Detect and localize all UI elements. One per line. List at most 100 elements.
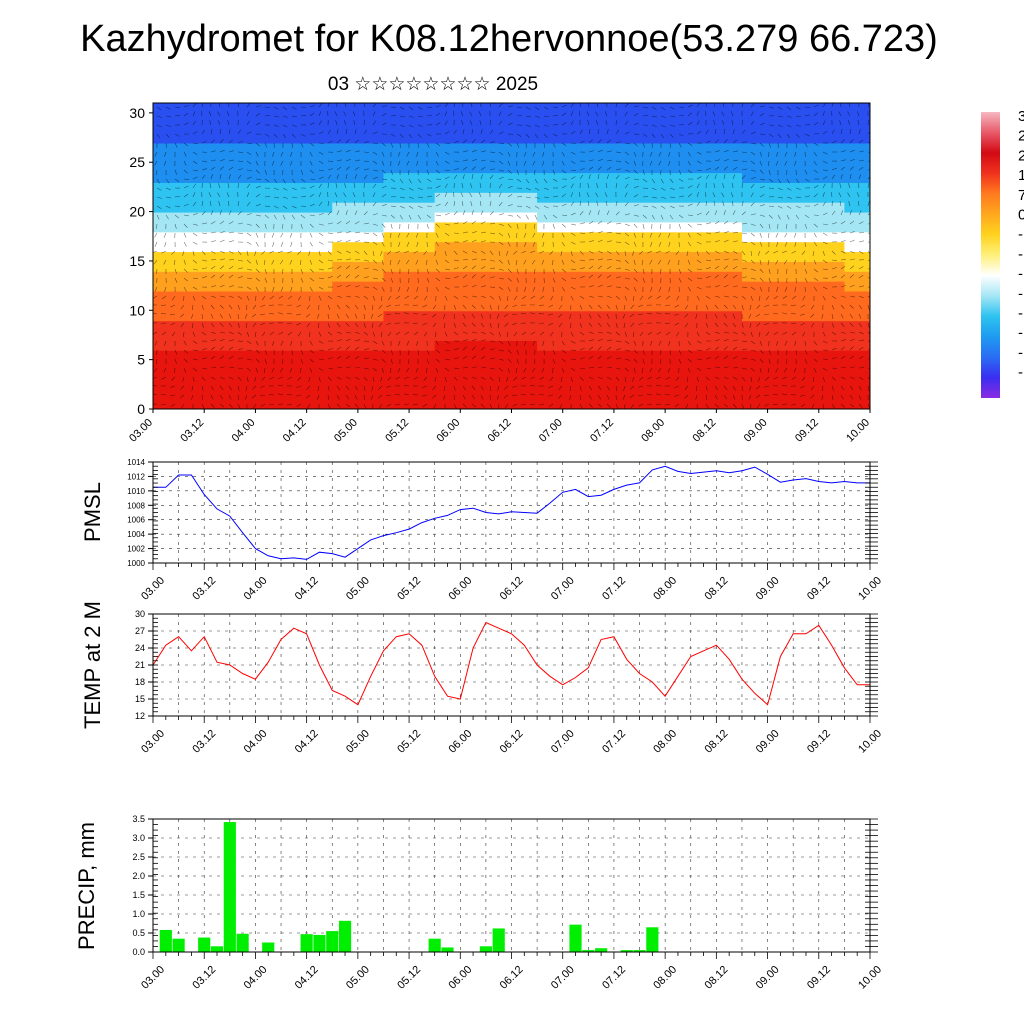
heatmap-cell bbox=[690, 389, 743, 401]
wind-barb bbox=[462, 394, 466, 400]
wind-barb bbox=[156, 187, 162, 191]
wind-barb bbox=[453, 140, 459, 144]
heatmap-cell bbox=[332, 300, 385, 312]
x-tick-label: 06.00 bbox=[446, 964, 474, 992]
wind-barb bbox=[363, 174, 368, 180]
wind-barb bbox=[435, 214, 441, 217]
wind-barb bbox=[381, 151, 385, 157]
wind-barb bbox=[192, 250, 195, 256]
wind-barb bbox=[461, 183, 464, 189]
wind-barb bbox=[404, 393, 410, 396]
wind-barb bbox=[723, 258, 729, 261]
wind-barb bbox=[255, 178, 262, 180]
wind-barb bbox=[306, 394, 311, 399]
wind-barb bbox=[471, 376, 477, 380]
wind-barb bbox=[732, 285, 738, 288]
wind-barb bbox=[489, 168, 495, 171]
wind-barb bbox=[638, 322, 644, 326]
wind-barb bbox=[759, 223, 764, 229]
wind-barb bbox=[570, 131, 576, 135]
wind-barb bbox=[714, 403, 719, 408]
wind-barb bbox=[668, 340, 671, 346]
wind-barb bbox=[480, 150, 486, 153]
wind-barb bbox=[597, 174, 600, 180]
wind-barb bbox=[264, 358, 267, 364]
wind-barb bbox=[840, 403, 845, 408]
precip-bar bbox=[620, 950, 633, 952]
wind-barb bbox=[336, 366, 342, 369]
wind-barb bbox=[857, 183, 860, 189]
wind-barb bbox=[579, 403, 583, 409]
x-tick-label: 05.00 bbox=[344, 964, 372, 992]
wind-barb bbox=[595, 120, 599, 126]
wind-barb bbox=[714, 258, 720, 261]
wind-barb bbox=[263, 259, 266, 265]
wind-barb bbox=[669, 133, 674, 138]
wind-barb bbox=[192, 169, 198, 172]
wind-barb bbox=[255, 105, 261, 108]
wind-barb bbox=[759, 232, 762, 238]
wind-barb bbox=[786, 268, 788, 274]
wind-barb bbox=[801, 250, 806, 256]
wind-barb bbox=[498, 183, 503, 189]
heatmap-cell bbox=[383, 181, 436, 193]
wind-barb bbox=[227, 120, 230, 126]
wind-barb bbox=[395, 250, 401, 254]
wind-barb bbox=[174, 214, 180, 219]
x-tick-label: 09.00 bbox=[754, 575, 782, 603]
wind-barb bbox=[353, 201, 356, 207]
heatmap-cell bbox=[485, 152, 539, 164]
wind-barb bbox=[480, 266, 486, 270]
wind-barb bbox=[435, 277, 441, 282]
wind-barb bbox=[550, 331, 554, 337]
wind-barb bbox=[588, 394, 592, 400]
wind-barb bbox=[344, 201, 347, 207]
wind-barb bbox=[201, 357, 207, 360]
wind-barb bbox=[480, 295, 486, 298]
wind-barb bbox=[732, 394, 736, 400]
wind-barb bbox=[750, 120, 755, 126]
heatmap-cell bbox=[383, 162, 436, 174]
wind-barb bbox=[705, 192, 707, 198]
wind-barb bbox=[633, 232, 637, 238]
wind-barb bbox=[858, 376, 864, 380]
wind-barb bbox=[210, 295, 216, 298]
wind-barb bbox=[732, 339, 738, 342]
wind-barb bbox=[498, 120, 503, 126]
wind-barb bbox=[722, 103, 725, 108]
heatmap-cell bbox=[690, 201, 743, 213]
wind-barb bbox=[471, 231, 477, 234]
wind-barb bbox=[489, 222, 495, 225]
wind-barb bbox=[192, 103, 197, 108]
wind-barb bbox=[840, 394, 844, 400]
wind-barb bbox=[470, 103, 473, 108]
x-tick-label: 09.00 bbox=[754, 728, 782, 756]
wind-barb bbox=[334, 111, 338, 117]
wind-barb bbox=[534, 268, 536, 274]
wind-barb bbox=[309, 286, 313, 292]
wind-barb bbox=[615, 168, 621, 171]
x-tick-label: 08.12 bbox=[703, 964, 731, 992]
heatmap-cell bbox=[383, 241, 436, 253]
wind-barb bbox=[219, 331, 225, 334]
wind-barb bbox=[606, 250, 612, 254]
wind-barb bbox=[434, 250, 437, 256]
wind-barb bbox=[163, 232, 167, 238]
wind-barb bbox=[246, 201, 251, 207]
wind-barb bbox=[255, 142, 261, 147]
wind-barb bbox=[684, 322, 689, 328]
heatmap-cell bbox=[793, 181, 846, 193]
heatmap-cell bbox=[537, 330, 590, 341]
wind-barb bbox=[170, 403, 176, 407]
wind-barb bbox=[280, 241, 284, 247]
wind-barb bbox=[478, 111, 482, 117]
wind-barb bbox=[548, 385, 554, 389]
wind-barb bbox=[597, 355, 602, 360]
heatmap-cell bbox=[690, 162, 743, 174]
wind-barb bbox=[183, 358, 188, 363]
wind-barb bbox=[831, 304, 835, 310]
wind-barb bbox=[516, 223, 519, 229]
wind-barb bbox=[687, 142, 693, 146]
wind-barb bbox=[867, 385, 870, 391]
